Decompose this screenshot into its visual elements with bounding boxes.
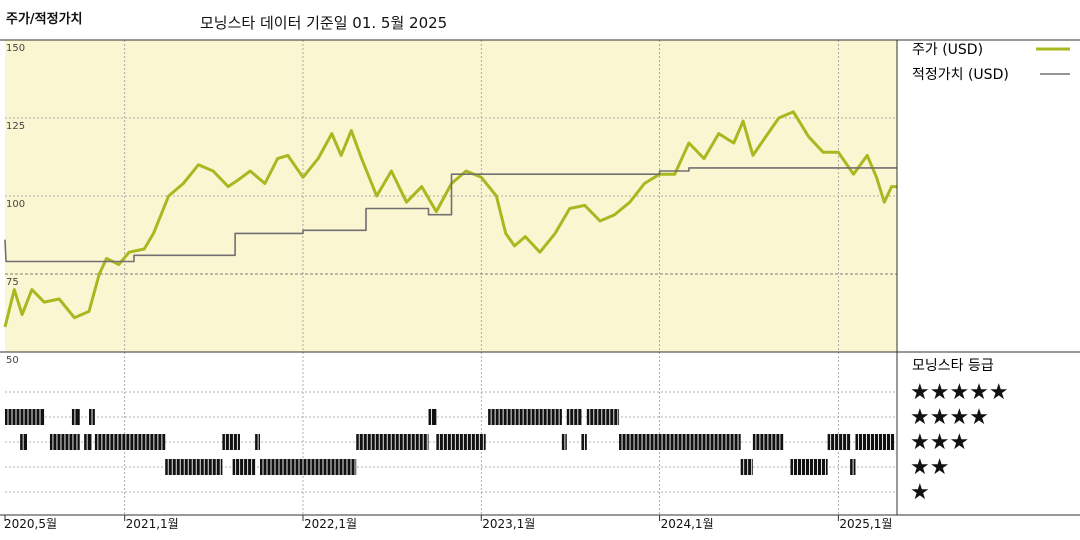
rating-bar-4star xyxy=(436,434,486,450)
rating-bars xyxy=(5,409,895,475)
legend-star-row: ★★ xyxy=(910,455,949,480)
series-lines xyxy=(3,110,897,328)
rating-bar-4star xyxy=(84,434,92,450)
legend-star-row: ★★★★★ xyxy=(910,380,1009,405)
x-tick-label: 2024,1월 xyxy=(661,517,714,531)
rating-bar-4star xyxy=(561,434,567,450)
y-tick-label: 150 xyxy=(6,43,25,54)
rating-bar-3star xyxy=(259,459,357,475)
x-tick-label: 2022,1월 xyxy=(304,517,357,531)
legend-star-row: ★ xyxy=(910,480,930,505)
y-tick-label: 50 xyxy=(6,355,19,366)
legend-star-row: ★★★★ xyxy=(910,405,989,430)
rating-bar-5star xyxy=(586,409,620,425)
legend-star-row: ★★★ xyxy=(910,430,969,455)
chart-title: 주가/적정가치 xyxy=(6,12,83,27)
rating-bar-5star xyxy=(428,409,437,425)
rating-bar-4star xyxy=(222,434,240,450)
rating-bar-5star xyxy=(5,409,45,425)
x-tick-label: 2021,1월 xyxy=(126,517,179,531)
rating-bar-4star xyxy=(356,434,429,450)
legend: 주가 (USD) 적정가치 (USD) 모닝스타 등급 ★★★★★★★★★★★★… xyxy=(910,42,1070,505)
legend-fair-label: 적정가치 (USD) xyxy=(912,67,1009,83)
x-tick-label: 2025,1월 xyxy=(839,517,892,531)
x-tick-label: 2020,5월 xyxy=(4,517,57,531)
price-line xyxy=(3,110,897,328)
x-tick-label: 2023,1월 xyxy=(482,517,535,531)
y-tick-label: 75 xyxy=(6,277,19,288)
rating-bar-4star xyxy=(255,434,260,450)
legend-price-label: 주가 (USD) xyxy=(912,42,983,58)
legend-rating-label: 모닝스타 등급 xyxy=(912,358,994,374)
y-tick-label: 125 xyxy=(6,121,25,132)
rating-bar-5star xyxy=(71,409,80,425)
y-tick-label: 100 xyxy=(6,199,25,210)
fair-value-line xyxy=(4,167,897,263)
rating-bar-3star xyxy=(740,459,753,475)
rating-bar-3star xyxy=(165,459,223,475)
axes: 50 75 100 125 150 2020,5월 2021,1월 2022,1월 2023,1… xyxy=(0,39,1080,531)
data-date-subtitle: 모닝스타 데이터 기준일 01. 5월 2025 xyxy=(200,14,448,32)
